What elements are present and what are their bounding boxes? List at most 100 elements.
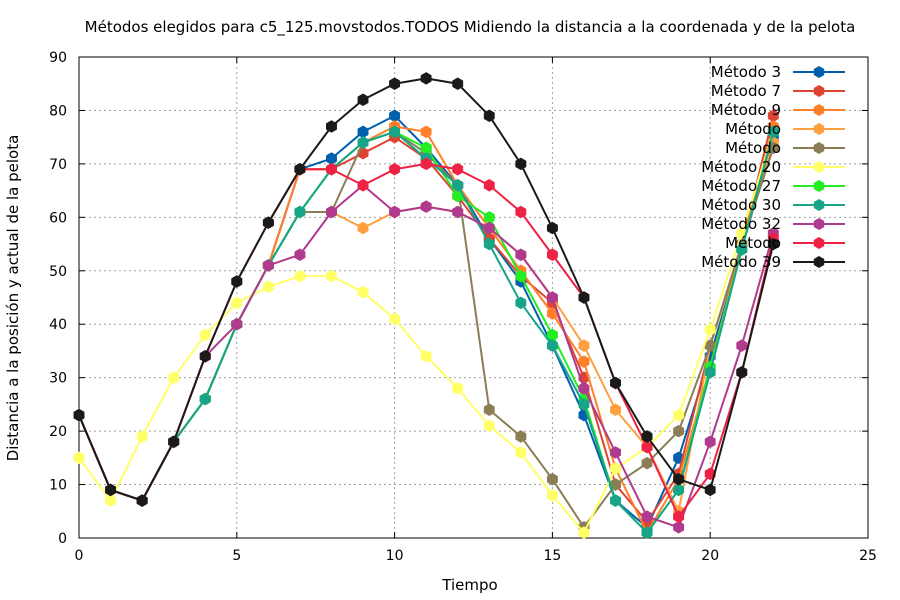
data-point (515, 296, 527, 310)
data-point (357, 178, 369, 192)
data-point (105, 483, 117, 497)
legend-entry: Método 39 (701, 253, 845, 271)
legend-entry: Método 7 (711, 82, 845, 100)
data-point (326, 269, 337, 283)
data-point (546, 248, 558, 262)
data-point (452, 205, 464, 219)
data-point (231, 317, 243, 331)
series-4 (73, 136, 779, 518)
data-point (736, 339, 748, 352)
legend-label: Método 30 (701, 196, 781, 214)
legend-swatch-marker (813, 66, 825, 78)
data-point (294, 162, 306, 176)
data-point (641, 510, 653, 523)
data-point (168, 435, 180, 449)
data-point (673, 408, 685, 422)
data-point (420, 200, 432, 213)
y-tick-label: 90 (49, 50, 67, 66)
y-tick-label: 50 (49, 264, 67, 280)
x-tick-label: 25 (859, 548, 877, 564)
data-point (452, 382, 464, 395)
legend-entry: Método 32 (701, 215, 845, 233)
plot-frame (78, 56, 869, 539)
data-point (452, 162, 464, 176)
data-point (326, 205, 337, 219)
data-point (420, 72, 432, 85)
legend-label: Método (725, 120, 781, 138)
legend-label: Método 3 (711, 63, 781, 81)
legend-entry: Método (725, 234, 845, 252)
data-point (105, 494, 117, 507)
data-point (326, 162, 337, 176)
series-line (78, 125, 775, 534)
legend-entry: Método (725, 139, 845, 157)
data-point (357, 93, 369, 107)
data-point (767, 237, 779, 251)
data-point (199, 328, 211, 342)
data-point (767, 125, 779, 139)
data-point (704, 323, 716, 336)
data-point (231, 275, 243, 288)
series-2 (73, 109, 779, 529)
data-point (515, 446, 527, 459)
data-point (673, 483, 685, 497)
series-8 (73, 125, 779, 539)
data-point (389, 125, 401, 139)
data-point (389, 312, 401, 326)
data-point (704, 483, 716, 497)
data-point (641, 430, 653, 443)
data-point (673, 510, 685, 523)
data-point (262, 216, 274, 229)
data-point (578, 382, 590, 395)
legend-label: Método 27 (701, 177, 781, 195)
data-point (546, 221, 558, 235)
legend-swatch-marker (813, 104, 825, 116)
series-7 (73, 125, 779, 539)
series-group (73, 72, 779, 539)
data-point (610, 494, 621, 507)
data-point (610, 446, 621, 459)
x-tick-label: 15 (543, 548, 561, 564)
data-point (294, 205, 306, 219)
data-point (420, 125, 432, 139)
data-point (420, 157, 432, 171)
y-tick-label: 40 (49, 317, 67, 333)
legend-label: Método 39 (701, 253, 781, 271)
legend-entry: Método 3 (711, 63, 845, 81)
legend-entry: Método (725, 120, 845, 138)
data-point (262, 280, 274, 294)
data-point (483, 221, 495, 235)
x-tick-label: 20 (701, 548, 719, 564)
data-point (578, 291, 590, 304)
grid (79, 57, 868, 538)
data-point (641, 526, 653, 539)
legend-entry: Método 27 (701, 177, 845, 195)
y-tick-label: 80 (49, 103, 67, 119)
series-3 (73, 120, 779, 539)
data-point (483, 403, 495, 417)
data-point (515, 269, 527, 283)
data-point (357, 285, 369, 299)
data-point (515, 430, 527, 443)
data-point (610, 403, 621, 417)
data-point (610, 462, 621, 475)
data-point (389, 162, 401, 176)
legend-swatch-marker (813, 180, 825, 192)
data-point (326, 120, 337, 133)
y-tick-label: 60 (49, 210, 67, 226)
y-axis-label: Distancia a la posición y actual de la p… (4, 135, 22, 462)
legend-entry: Método 9 (711, 101, 845, 119)
y-tick-label: 0 (58, 531, 67, 547)
data-point (515, 157, 527, 171)
legend-swatch-marker (813, 199, 825, 211)
x-axis-label: Tiempo (441, 576, 497, 594)
data-point (483, 178, 495, 192)
series-line (78, 162, 775, 518)
legend-swatch-marker (813, 142, 825, 154)
data-point (483, 109, 495, 123)
data-point (73, 451, 85, 465)
data-point (294, 248, 306, 262)
data-point (546, 472, 558, 486)
data-point (704, 366, 716, 379)
